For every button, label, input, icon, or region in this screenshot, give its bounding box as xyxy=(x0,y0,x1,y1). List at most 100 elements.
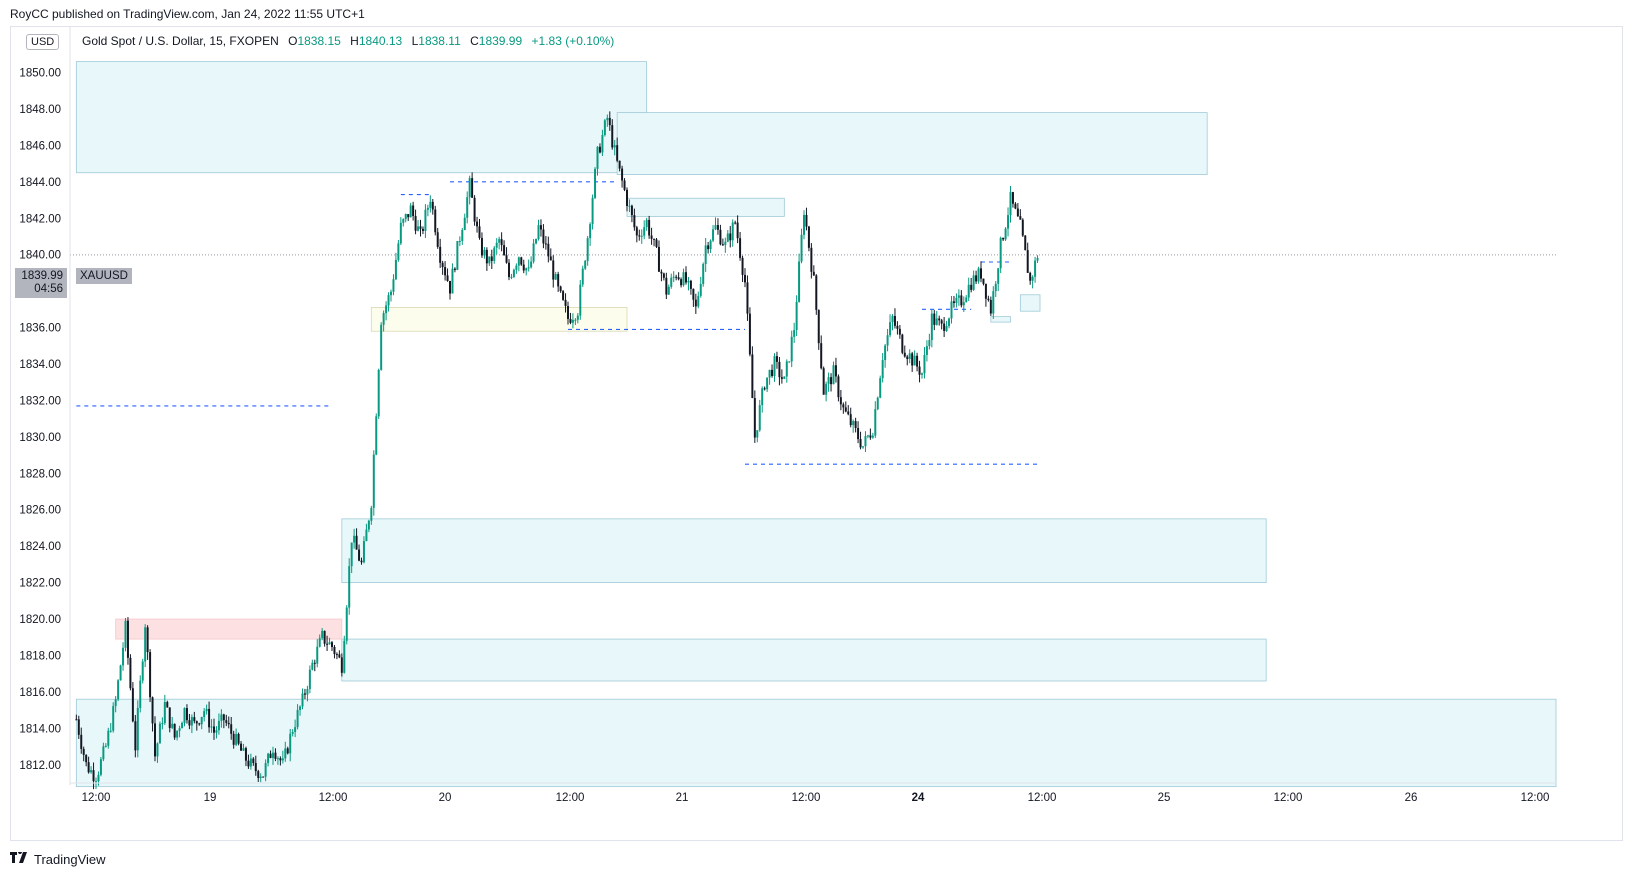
candle xyxy=(707,241,710,254)
candle xyxy=(382,310,385,332)
candle xyxy=(753,390,756,443)
candle xyxy=(124,618,127,652)
zone-blue-2[interactable] xyxy=(626,197,785,217)
candle xyxy=(761,386,764,413)
candle xyxy=(176,730,179,741)
candle xyxy=(350,542,353,574)
candle xyxy=(173,723,176,740)
candle xyxy=(276,756,279,765)
candle xyxy=(925,340,928,362)
zone-blue-7[interactable] xyxy=(75,698,1557,788)
candle xyxy=(694,293,697,314)
candle xyxy=(657,240,660,272)
candle xyxy=(812,265,815,276)
chart-legend: Gold Spot / U.S. Dollar, 15, FXOPEN O183… xyxy=(82,34,614,48)
candle xyxy=(726,229,729,243)
candle xyxy=(530,256,533,269)
candle xyxy=(107,727,110,749)
candle xyxy=(866,434,869,439)
candle xyxy=(215,726,218,739)
zone-blue-0[interactable] xyxy=(75,61,648,174)
candle xyxy=(112,702,115,733)
candle xyxy=(739,232,742,261)
candle xyxy=(542,224,545,249)
current-price-value: 1839.99 xyxy=(21,270,63,282)
candle xyxy=(254,755,257,776)
candle xyxy=(222,713,225,729)
candle xyxy=(453,267,456,273)
zone-yellow-3[interactable] xyxy=(370,307,628,332)
zone-blue-6[interactable] xyxy=(341,638,1267,682)
candle xyxy=(326,635,329,652)
candle xyxy=(989,296,992,316)
candle xyxy=(431,198,434,215)
candle xyxy=(210,719,213,733)
candle xyxy=(1009,185,1012,223)
zone-red-5[interactable] xyxy=(115,618,343,640)
candle xyxy=(603,118,606,137)
candle xyxy=(994,280,997,298)
candle xyxy=(414,209,417,235)
candle xyxy=(355,528,358,550)
candle xyxy=(353,528,356,549)
candle xyxy=(820,335,823,370)
candle xyxy=(471,172,474,198)
candle xyxy=(291,729,294,737)
candle xyxy=(962,296,965,313)
candle xyxy=(163,694,166,725)
candle xyxy=(237,732,240,746)
zone-blue-9[interactable] xyxy=(990,316,1011,323)
candle xyxy=(1024,235,1027,251)
candle xyxy=(198,722,201,726)
zone-blue-1[interactable] xyxy=(616,112,1208,175)
candle xyxy=(185,704,188,724)
candle xyxy=(451,263,454,294)
price-axis: 1812.00 1814.00 1816.00 1818.00 1820.00 1822.… xyxy=(19,27,71,785)
x-tick-label: 12:00 xyxy=(1521,792,1550,804)
candle xyxy=(598,143,601,154)
candle xyxy=(139,675,142,713)
candle xyxy=(621,165,624,188)
candle xyxy=(362,536,365,564)
candle xyxy=(412,201,415,221)
candle xyxy=(746,275,749,321)
candle xyxy=(478,219,481,240)
candle xyxy=(586,235,589,266)
currency-button[interactable]: USD xyxy=(26,34,60,50)
candle xyxy=(404,213,407,223)
candle xyxy=(390,289,392,302)
y-tick-label: 1832.00 xyxy=(19,395,61,407)
candle xyxy=(628,199,631,212)
candle xyxy=(141,658,144,684)
candle xyxy=(294,719,297,738)
zone-blue-4[interactable] xyxy=(341,518,1267,584)
candle xyxy=(667,284,670,295)
legend-low-label: L xyxy=(411,34,419,48)
candle xyxy=(844,401,847,413)
candle xyxy=(630,204,633,223)
y-tick-label: 1828.00 xyxy=(19,468,61,480)
y-tick-label: 1848.00 xyxy=(19,104,61,116)
dashed-levels-layer xyxy=(76,181,1040,465)
candle xyxy=(328,637,331,645)
candle xyxy=(503,240,506,256)
candle xyxy=(830,373,833,392)
tradingview-brand[interactable]: TradingView xyxy=(10,850,106,867)
legend-open-label: O xyxy=(288,34,298,48)
candle xyxy=(129,654,132,691)
zone-blue-8[interactable] xyxy=(1019,294,1041,312)
candle xyxy=(380,322,383,371)
candle xyxy=(569,312,572,325)
candle xyxy=(881,353,884,383)
candle xyxy=(817,309,820,350)
candle xyxy=(213,718,215,740)
candle xyxy=(517,256,520,272)
candle xyxy=(562,290,565,301)
x-tick-label: 21 xyxy=(676,792,689,804)
candle xyxy=(648,215,651,239)
candle xyxy=(358,544,361,562)
candle xyxy=(997,267,1000,292)
symbol-tag: XAUUSD xyxy=(76,268,132,284)
y-tick-label: 1840.00 xyxy=(19,250,61,262)
